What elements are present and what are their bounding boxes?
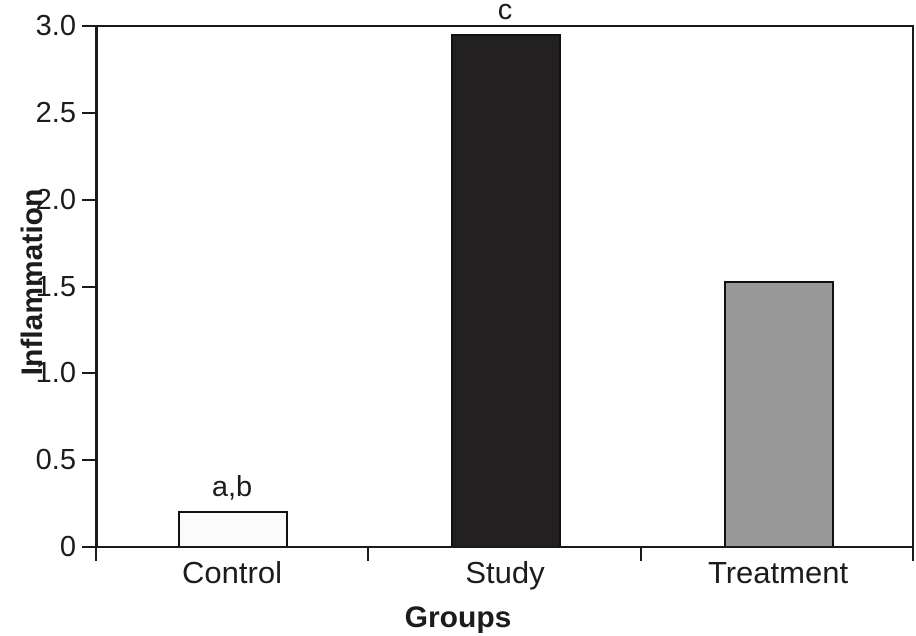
y-tick-label: 0.5 <box>35 444 76 476</box>
y-tick-label: 3.0 <box>35 10 76 42</box>
x-category-label: Study <box>465 555 545 590</box>
y-tick-label: 1.5 <box>35 271 76 303</box>
bar-study <box>451 34 561 546</box>
y-tick-label: 2.5 <box>35 97 76 129</box>
y-tick-label: 1.0 <box>35 357 76 389</box>
bar-annotation: a,b <box>211 471 253 503</box>
y-tick-label: 2.0 <box>35 184 76 216</box>
y-axis-tick <box>82 286 95 288</box>
bar-annotation: c <box>497 0 513 26</box>
x-category-label: Control <box>182 555 282 590</box>
y-axis-tick <box>82 25 95 27</box>
y-axis-tick <box>82 546 95 548</box>
y-axis-tick <box>82 112 95 114</box>
y-axis-tick <box>82 372 95 374</box>
y-axis-tick <box>82 199 95 201</box>
x-category-label: Treatment <box>707 555 849 590</box>
x-axis-tick <box>95 548 97 561</box>
plot-area <box>95 25 914 548</box>
y-axis-tick <box>82 459 95 461</box>
bar-treatment <box>724 281 834 546</box>
x-axis-title: Groups <box>404 601 512 634</box>
x-axis-tick <box>640 548 642 561</box>
x-axis-tick <box>912 548 914 561</box>
x-axis-tick <box>367 548 369 561</box>
bar-control <box>178 511 288 546</box>
y-tick-label: 0 <box>59 531 76 563</box>
